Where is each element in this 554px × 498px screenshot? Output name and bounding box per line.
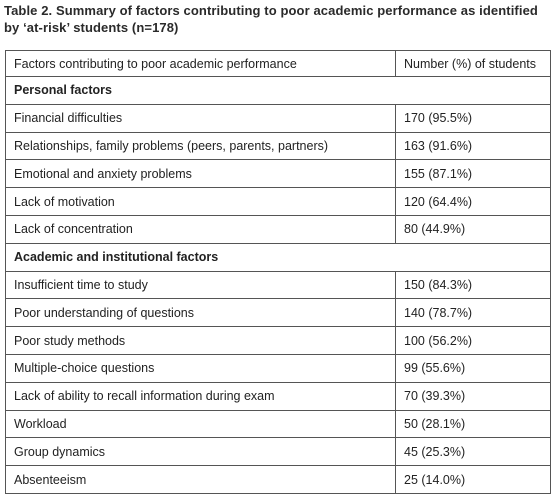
factor-cell: Workload xyxy=(5,409,396,439)
table-row: Group dynamics 45 (25.3%) xyxy=(5,437,551,467)
factor-cell: Lack of ability to recall information du… xyxy=(5,381,396,411)
count-cell: 140 (78.7%) xyxy=(395,298,551,328)
section-row-personal: Personal factors xyxy=(5,76,551,105)
table-row: Insufficient time to study 150 (84.3%) xyxy=(5,270,551,300)
count-cell: 100 (56.2%) xyxy=(395,326,551,355)
column-header-factor: Factors contributing to poor academic pe… xyxy=(5,50,396,77)
factor-cell: Financial difficulties xyxy=(5,103,396,133)
count-cell: 163 (91.6%) xyxy=(395,131,551,161)
count-cell: 80 (44.9%) xyxy=(395,214,551,244)
table-row: Lack of ability to recall information du… xyxy=(5,381,551,411)
column-header-count: Number (%) of students xyxy=(395,50,551,77)
factor-cell: Relationships, family problems (peers, p… xyxy=(5,131,396,161)
section-row-academic: Academic and institutional factors xyxy=(5,242,551,272)
table-row: Lack of concentration 80 (44.9%) xyxy=(5,214,551,244)
count-cell: 155 (87.1%) xyxy=(395,159,551,189)
count-cell: 150 (84.3%) xyxy=(395,270,551,300)
count-cell: 99 (55.6%) xyxy=(395,353,551,383)
table-row: Absenteeism 25 (14.0%) xyxy=(5,465,551,494)
table-row: Financial difficulties 170 (95.5%) xyxy=(5,103,551,133)
table-row: Workload 50 (28.1%) xyxy=(5,409,551,439)
factor-cell: Emotional and anxiety problems xyxy=(5,159,396,189)
table-header-row: Factors contributing to poor academic pe… xyxy=(5,50,551,77)
table-row: Relationships, family problems (peers, p… xyxy=(5,131,551,161)
factor-cell: Absenteeism xyxy=(5,465,396,494)
table-row: Poor understanding of questions 140 (78.… xyxy=(5,298,551,328)
table-row: Lack of motivation 120 (64.4%) xyxy=(5,187,551,216)
count-cell: 70 (39.3%) xyxy=(395,381,551,411)
factor-cell: Multiple-choice questions xyxy=(5,353,396,383)
count-cell: 170 (95.5%) xyxy=(395,103,551,133)
factor-cell: Poor study methods xyxy=(5,326,396,355)
factors-table: Factors contributing to poor academic pe… xyxy=(5,50,551,494)
factor-cell: Lack of concentration xyxy=(5,214,396,244)
section-title: Academic and institutional factors xyxy=(5,242,551,272)
count-cell: 45 (25.3%) xyxy=(395,437,551,467)
count-cell: 25 (14.0%) xyxy=(395,465,551,494)
caption-line-2: by ‘at-risk’ students (n=178) xyxy=(4,20,179,35)
table-caption: Table 2. Summary of factors contributing… xyxy=(4,2,544,36)
count-cell: 120 (64.4%) xyxy=(395,187,551,216)
count-cell: 50 (28.1%) xyxy=(395,409,551,439)
factor-cell: Insufficient time to study xyxy=(5,270,396,300)
factor-cell: Group dynamics xyxy=(5,437,396,467)
table-row: Multiple-choice questions 99 (55.6%) xyxy=(5,353,551,383)
caption-line-1: Table 2. Summary of factors contributing… xyxy=(4,3,538,18)
factor-cell: Poor understanding of questions xyxy=(5,298,396,328)
factor-cell: Lack of motivation xyxy=(5,187,396,216)
section-title: Personal factors xyxy=(5,76,551,105)
table-row: Emotional and anxiety problems 155 (87.1… xyxy=(5,159,551,189)
table-row: Poor study methods 100 (56.2%) xyxy=(5,326,551,355)
